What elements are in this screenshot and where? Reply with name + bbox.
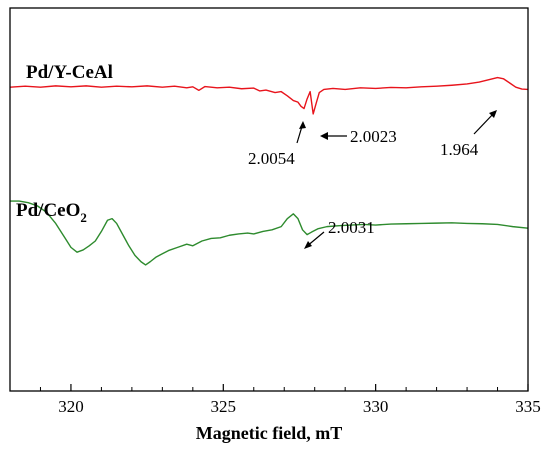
- series-label-pd-y-ceal: Pd/Y-CeAl: [26, 62, 113, 83]
- annotation-1-964: 1.964: [440, 110, 497, 159]
- annotation-2-0031-arrowhead: [304, 241, 312, 249]
- ticks-layer: 320 325 330 335: [9, 384, 541, 416]
- series-label-pd-ceo2-main: Pd/CeO: [16, 200, 80, 221]
- annotation-2-0054: 2.0054: [248, 121, 306, 168]
- series-label-pd-ceo2: Pd/CeO2: [16, 200, 87, 225]
- series-line-pd-ceo2: [10, 200, 529, 266]
- annotation-1-964-arrow: [473, 111, 496, 135]
- x-axis-label: Magnetic field, mT: [196, 423, 342, 443]
- x-tick-label: 335: [515, 397, 541, 416]
- x-tick-label: 330: [363, 397, 389, 416]
- annotation-2-0023-label: 2.0023: [350, 127, 397, 146]
- x-tick-label: 320: [58, 397, 84, 416]
- annotation-2-0054-arrowhead: [299, 121, 306, 129]
- series-label-pd-ceo2-subscript: 2: [80, 210, 87, 225]
- annotation-1-964-label: 1.964: [440, 140, 479, 159]
- series-layer: [9, 76, 529, 266]
- plot-frame: [9, 7, 529, 392]
- annotation-2-0054-label: 2.0054: [248, 149, 295, 168]
- annotation-2-0023: 2.0023: [320, 127, 397, 146]
- annotation-2-0031-label: 2.0031: [328, 218, 375, 237]
- annotation-1-964-arrowhead: [489, 110, 497, 118]
- series-line-pd-y-ceal: [9, 76, 529, 115]
- annotation-2-0031: 2.0031: [304, 218, 375, 249]
- annotation-2-0023-arrowhead: [320, 132, 328, 140]
- x-tick-label: 325: [211, 397, 237, 416]
